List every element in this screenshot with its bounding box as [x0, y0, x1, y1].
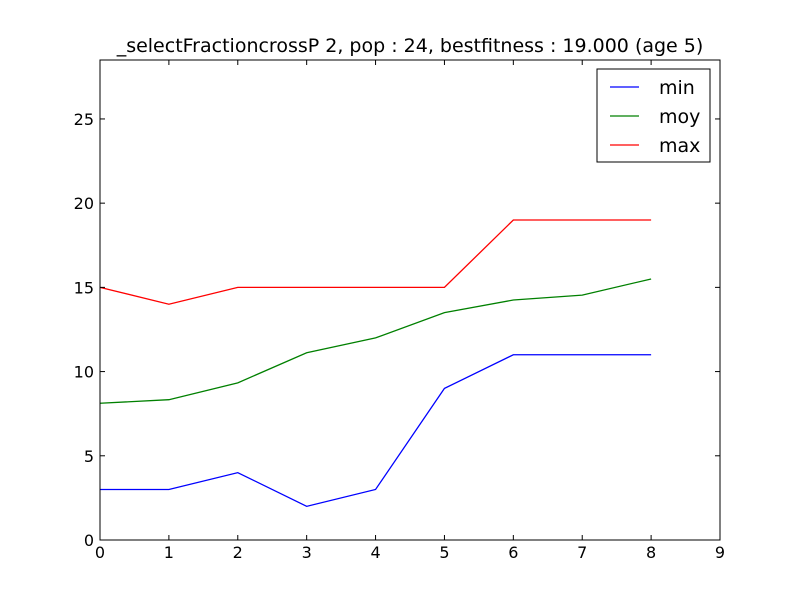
ticks-layer: 0 1 2 3 4 5 6 7 8 9 0 5 10 15 20 25: [74, 60, 725, 562]
chart-title: _selectFractioncrossP 2, pop : 24, bestf…: [116, 35, 704, 57]
x-tick-label: 4: [370, 543, 380, 562]
x-tick-label: 8: [646, 543, 656, 562]
y-tick-label: 15: [74, 278, 94, 297]
x-tick-label: 0: [95, 543, 105, 562]
series-layer: [99, 219, 652, 508]
legend-label-min: min: [659, 77, 695, 99]
x-tick-label: 1: [164, 543, 174, 562]
plot-frame: [99, 59, 721, 541]
y-tick-label: 20: [74, 194, 94, 213]
x-tick-label: 3: [302, 543, 312, 562]
legend-label-max: max: [659, 135, 700, 157]
x-tick-label: 9: [715, 543, 725, 562]
x-tick-label: 5: [439, 543, 449, 562]
y-tick-label: 25: [74, 110, 94, 129]
series-line-max: [99, 219, 652, 305]
legend: min moy max: [596, 68, 711, 163]
y-tick-label: 0: [84, 531, 94, 550]
x-tick-label: 7: [577, 543, 587, 562]
y-tick-label: 5: [84, 447, 94, 466]
x-tick-label: 2: [233, 543, 243, 562]
series-line-moy: [99, 278, 652, 404]
legend-label-moy: moy: [659, 106, 700, 128]
y-tick-label: 10: [74, 363, 94, 382]
series-line-min: [100, 354, 652, 508]
x-tick-label: 6: [508, 543, 518, 562]
